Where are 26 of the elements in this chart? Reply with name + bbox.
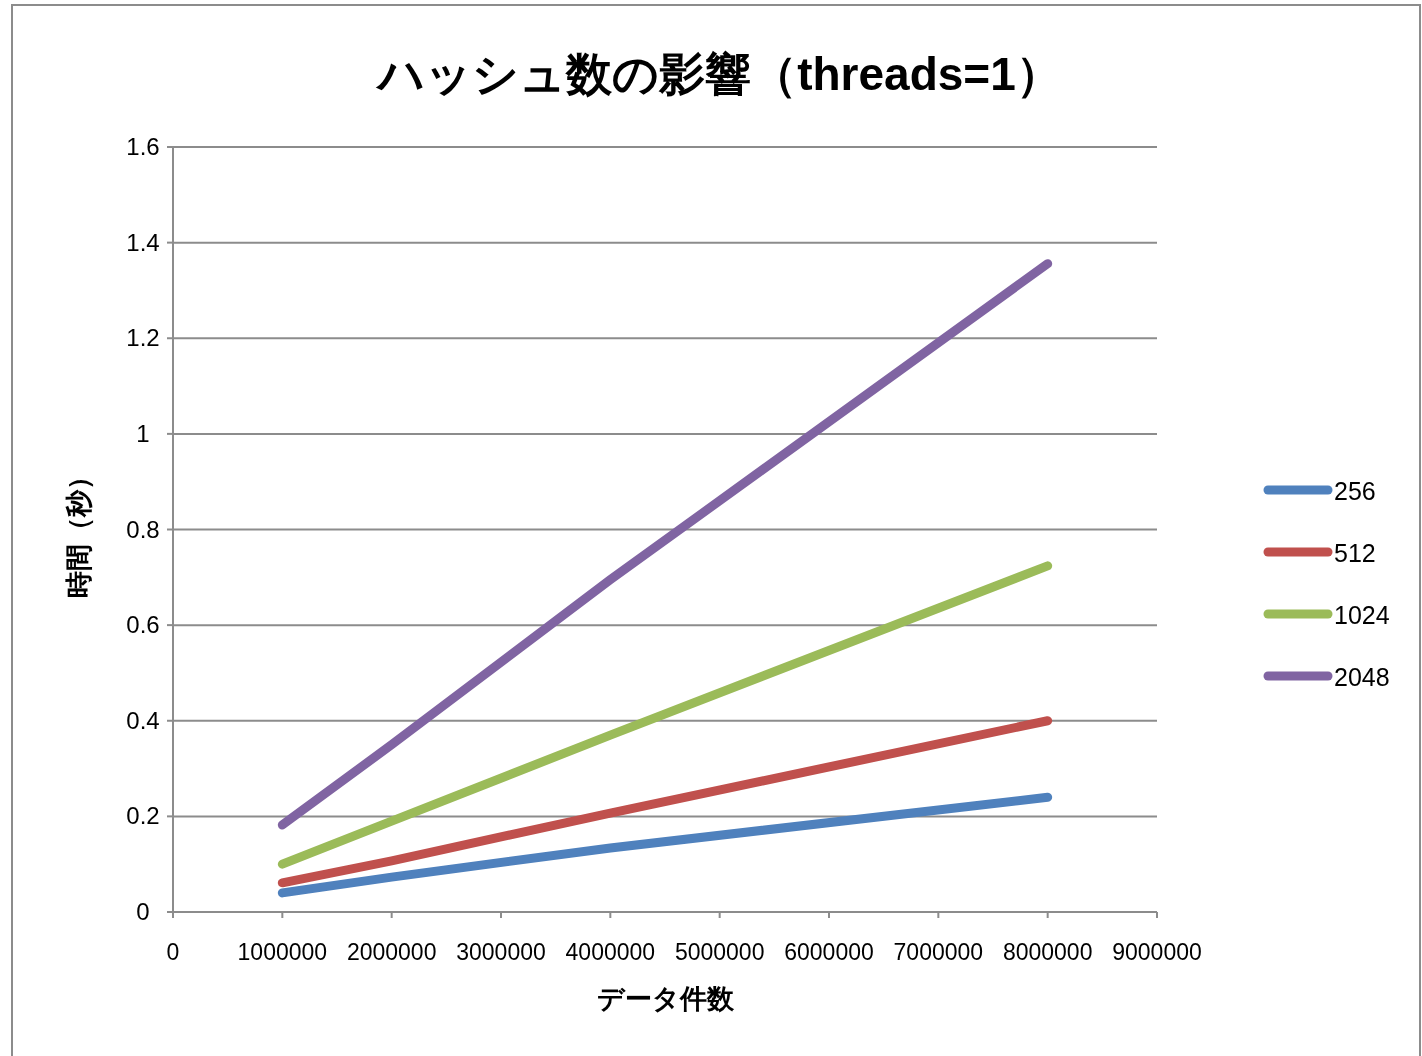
- x-tick-label: 1000000: [237, 939, 328, 965]
- y-tick-label: 0: [136, 898, 150, 925]
- x-tick-label: 4000000: [565, 939, 656, 965]
- y-tick-label: 0.8: [126, 515, 160, 543]
- y-tick-label: 0.4: [126, 706, 160, 734]
- x-tick-label: 0: [166, 939, 180, 965]
- legend-label: 512: [1334, 539, 1376, 567]
- y-tick-label: 0.2: [126, 802, 160, 830]
- y-tick-label: 0.6: [126, 611, 160, 639]
- legend-label: 256: [1334, 477, 1376, 505]
- y-tick-label: 1.6: [126, 133, 160, 160]
- x-tick-label: 8000000: [1002, 939, 1093, 965]
- chart-title: ハッシュ数の影響（threads=1）: [375, 48, 1062, 100]
- y-axis-title: 時間（秒）: [64, 462, 94, 598]
- legend-label: 2048: [1334, 663, 1390, 691]
- x-tick-label: 7000000: [893, 939, 984, 965]
- x-tick-label: 6000000: [784, 939, 874, 965]
- x-axis-title: データ件数: [596, 984, 735, 1014]
- x-tick-label: 9000000: [1112, 939, 1202, 965]
- y-tick-label: 1: [136, 419, 150, 447]
- y-tick-label: 1.2: [126, 324, 160, 352]
- x-tick-label: 5000000: [674, 939, 765, 965]
- legend-label: 1024: [1334, 601, 1390, 629]
- x-tick-label: 3000000: [456, 939, 546, 965]
- y-tick-label: 1.4: [126, 228, 160, 256]
- x-tick-label: 2000000: [346, 939, 437, 965]
